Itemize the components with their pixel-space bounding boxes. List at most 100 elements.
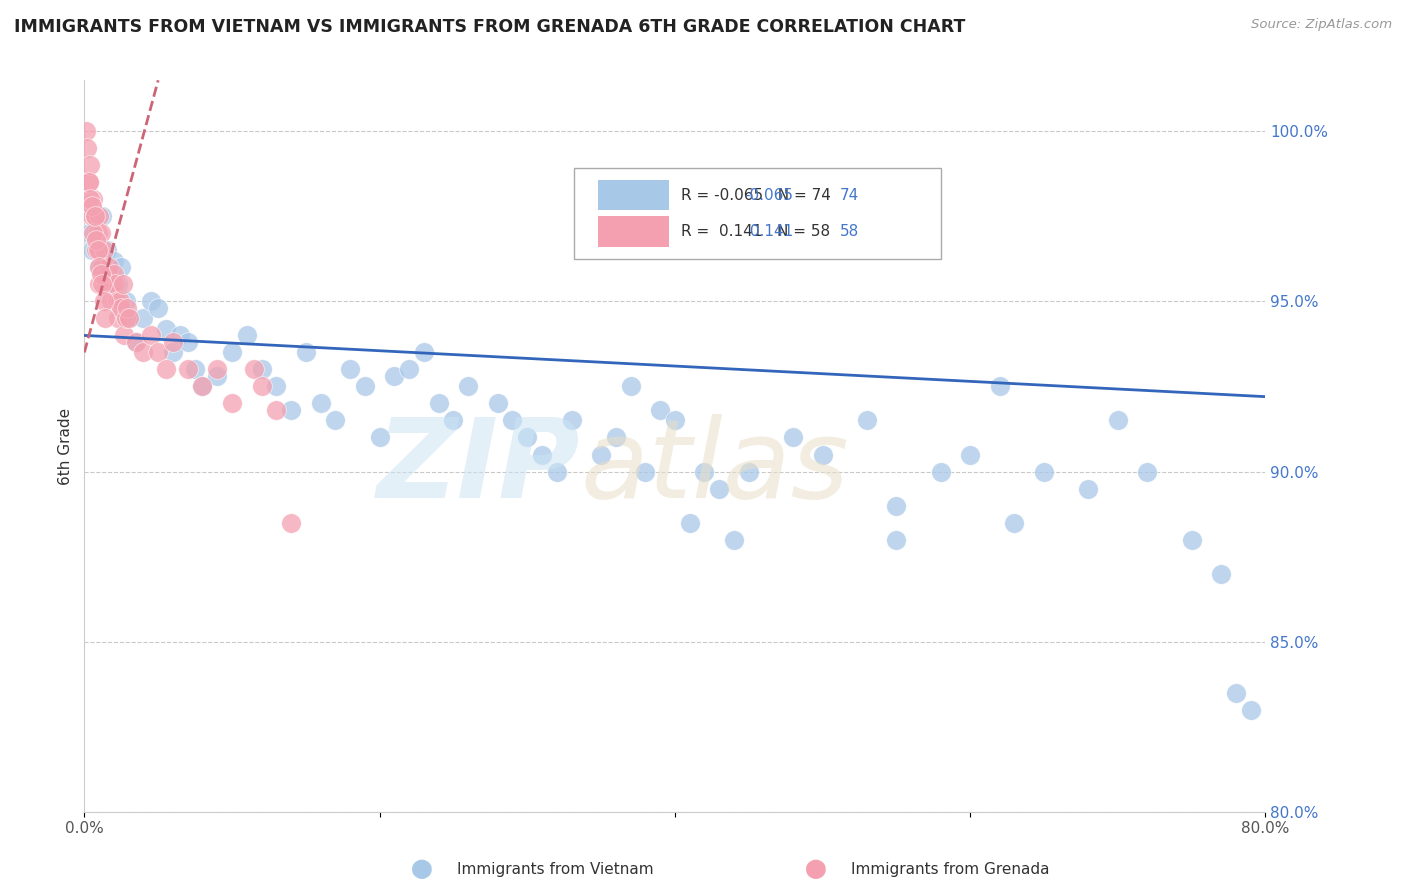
Point: [89, 260, 111, 275]
Point: [114, 294, 136, 309]
Point: [1004, 516, 1026, 530]
Point: [221, 396, 243, 410]
Point: [264, 403, 288, 417]
Point: [502, 413, 524, 427]
Point: [76, 141, 98, 155]
Point: [91, 210, 114, 224]
Text: -0.065: -0.065: [745, 187, 793, 202]
Point: [531, 448, 554, 462]
Point: [1032, 465, 1054, 479]
Point: [82, 192, 104, 206]
Point: [886, 533, 908, 547]
Point: [323, 413, 347, 427]
Point: [221, 345, 243, 359]
Point: [516, 430, 538, 444]
Point: [118, 311, 141, 326]
Point: [162, 335, 184, 350]
Point: [1225, 686, 1247, 700]
Point: [132, 345, 155, 359]
Point: [82, 227, 104, 241]
Point: [619, 379, 641, 393]
Point: [75, 124, 97, 138]
Point: [77, 227, 100, 241]
Point: [118, 311, 141, 326]
Text: ZIP: ZIP: [377, 415, 581, 522]
Point: [591, 448, 613, 462]
Point: [105, 294, 128, 309]
Point: [93, 244, 115, 258]
Point: [91, 260, 114, 275]
Point: [114, 311, 136, 326]
Point: [77, 175, 100, 189]
Point: [886, 499, 908, 513]
Point: [398, 362, 420, 376]
Point: [110, 301, 132, 316]
Text: R = -0.065   N = 74: R = -0.065 N = 74: [681, 187, 831, 202]
Point: [90, 227, 112, 241]
Point: [738, 465, 761, 479]
Point: [929, 465, 952, 479]
Point: [104, 277, 127, 292]
Point: [1181, 533, 1204, 547]
Point: [1136, 465, 1159, 479]
Point: [427, 396, 450, 410]
Point: [107, 311, 129, 326]
Point: [184, 362, 207, 376]
Point: [368, 430, 391, 444]
Point: [103, 253, 125, 268]
Point: [90, 267, 112, 281]
Point: [634, 465, 657, 479]
Text: atlas: atlas: [581, 415, 849, 522]
Point: [79, 158, 101, 172]
Point: [648, 403, 672, 417]
Point: [112, 328, 135, 343]
Point: [177, 362, 200, 376]
Point: [679, 516, 702, 530]
Point: [107, 277, 129, 292]
Point: [1209, 566, 1232, 581]
Point: [264, 379, 288, 393]
Point: [111, 277, 134, 292]
Point: [177, 335, 200, 350]
Point: [83, 210, 105, 224]
Point: [108, 294, 131, 309]
Point: [86, 244, 108, 258]
Point: [280, 403, 302, 417]
Bar: [598, 217, 669, 247]
Point: [91, 277, 114, 292]
Point: [94, 267, 117, 281]
Point: [169, 328, 191, 343]
Point: [96, 277, 118, 292]
Point: [205, 362, 228, 376]
Point: [98, 260, 121, 275]
Point: [1240, 703, 1263, 717]
Point: [295, 345, 318, 359]
Point: [723, 533, 745, 547]
Point: [486, 396, 509, 410]
Point: [413, 345, 436, 359]
Point: [280, 516, 302, 530]
Point: [101, 277, 124, 292]
Point: [339, 362, 361, 376]
Point: [96, 244, 118, 258]
Point: [354, 379, 377, 393]
Point: [855, 413, 877, 427]
Point: [191, 379, 214, 393]
Point: [93, 294, 115, 309]
Point: [125, 335, 148, 350]
Point: [1107, 413, 1129, 427]
Point: [664, 413, 686, 427]
Point: [84, 244, 107, 258]
Point: [84, 233, 107, 247]
Point: [110, 260, 132, 275]
Point: [250, 362, 273, 376]
Point: [441, 413, 464, 427]
Point: [382, 369, 406, 384]
Text: 58: 58: [841, 224, 859, 239]
Point: [115, 301, 138, 316]
Point: [155, 321, 177, 335]
Point: [84, 210, 107, 224]
Point: [94, 311, 117, 326]
Text: R =  0.141   N = 58: R = 0.141 N = 58: [681, 224, 830, 239]
Point: [139, 328, 162, 343]
